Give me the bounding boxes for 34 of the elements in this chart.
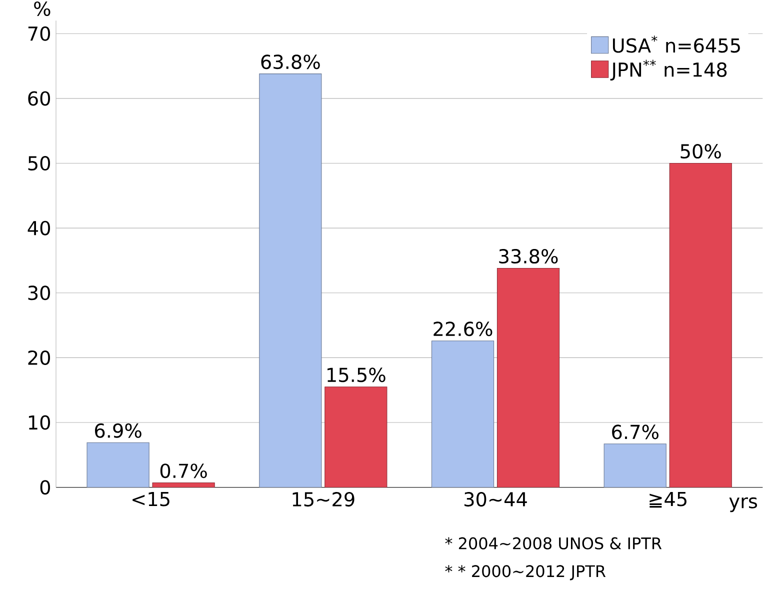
y-tick-label: 60 bbox=[28, 91, 50, 106]
data-label: 6.9% bbox=[95, 423, 142, 438]
y-axis-title: % bbox=[34, 1, 50, 16]
data-label: 33.8% bbox=[499, 249, 558, 264]
bar bbox=[669, 162, 732, 488]
x-tick-label: ≧45 bbox=[650, 492, 686, 508]
text: * * 2000~2012 JPTR bbox=[445, 565, 606, 580]
x-axis-title: yrs bbox=[729, 497, 758, 512]
text: * 2004~2008 UNOS & IPTR bbox=[445, 537, 662, 550]
data-label: 63.8% bbox=[261, 54, 320, 70]
legend-label: JPN$^{**}$ n=148 bbox=[610, 60, 727, 81]
bar bbox=[496, 268, 560, 488]
bar bbox=[86, 442, 150, 488]
bar bbox=[152, 482, 215, 488]
bar bbox=[259, 74, 322, 488]
y-tick-label: 30 bbox=[28, 286, 50, 300]
data-label: 0.7% bbox=[160, 464, 207, 478]
y-tick-label: 40 bbox=[28, 220, 50, 236]
y-tick-label: 0 bbox=[40, 480, 50, 495]
bar bbox=[431, 340, 494, 488]
bar bbox=[604, 444, 666, 488]
data-label: 6.7% bbox=[612, 424, 658, 440]
y-tick-label: 70 bbox=[28, 26, 50, 41]
y-tick-label: 20 bbox=[28, 350, 50, 365]
x-tick-label: 30~44 bbox=[464, 492, 527, 507]
x-tick-label: <15 bbox=[132, 492, 170, 506]
data-label: 50% bbox=[680, 144, 721, 159]
y-tick-label: 50 bbox=[28, 156, 50, 171]
y-tick-label: 10 bbox=[28, 415, 50, 430]
x-tick-label: 15~29 bbox=[292, 492, 354, 507]
legend-label: USA$^{*}$ n=6455 bbox=[612, 36, 740, 53]
bar bbox=[324, 386, 388, 488]
data-label: 15.5% bbox=[328, 368, 386, 382]
data-label: 22.6% bbox=[434, 322, 492, 336]
